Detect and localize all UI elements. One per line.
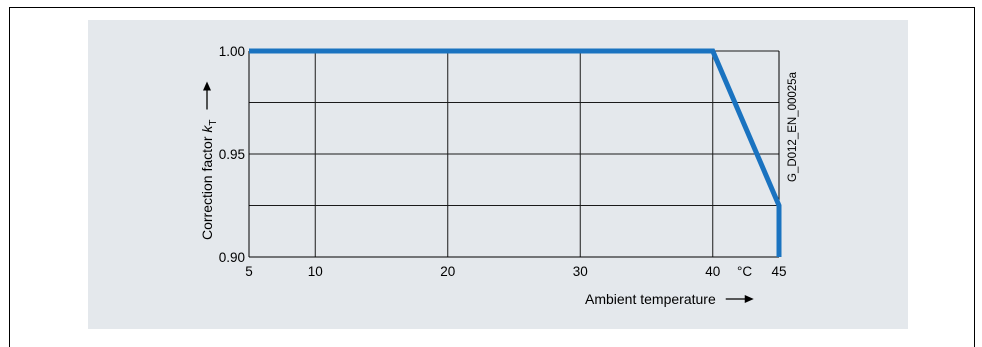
y-axis-label-symbol: k xyxy=(199,125,215,133)
x-axis-unit: °C xyxy=(737,264,752,279)
axes: 0.90 0.95 1.00 5 10 20 30 40 45 xyxy=(203,44,787,303)
figure-frame xyxy=(9,7,975,347)
y-tick-label: 0.95 xyxy=(219,147,245,162)
y-axis-arrow-head xyxy=(203,81,211,91)
y-tick-label: 1.00 xyxy=(219,44,245,59)
y-axis-label-subscript: T xyxy=(208,120,219,126)
y-axis-label: Correction factor kT xyxy=(199,120,219,240)
x-tick-label: 45 xyxy=(771,264,786,279)
y-axis-label-prefix: Correction factor xyxy=(199,133,215,240)
x-tick-label: 30 xyxy=(573,264,588,279)
x-tick-label: 40 xyxy=(705,264,720,279)
chart-panel xyxy=(88,20,908,329)
x-tick-label: 10 xyxy=(308,264,323,279)
y-tick-label: 0.90 xyxy=(219,250,245,265)
x-axis-arrow-head xyxy=(744,295,754,303)
labels: Ambient temperature °C G_D012_EN_00025a … xyxy=(199,71,799,307)
figure-id: G_D012_EN_00025a xyxy=(787,71,799,182)
x-axis-label: Ambient temperature xyxy=(585,291,716,307)
correction-factor-line xyxy=(249,48,782,257)
x-tick-label: 5 xyxy=(245,264,253,279)
series xyxy=(249,48,782,257)
x-tick-label: 20 xyxy=(440,264,455,279)
